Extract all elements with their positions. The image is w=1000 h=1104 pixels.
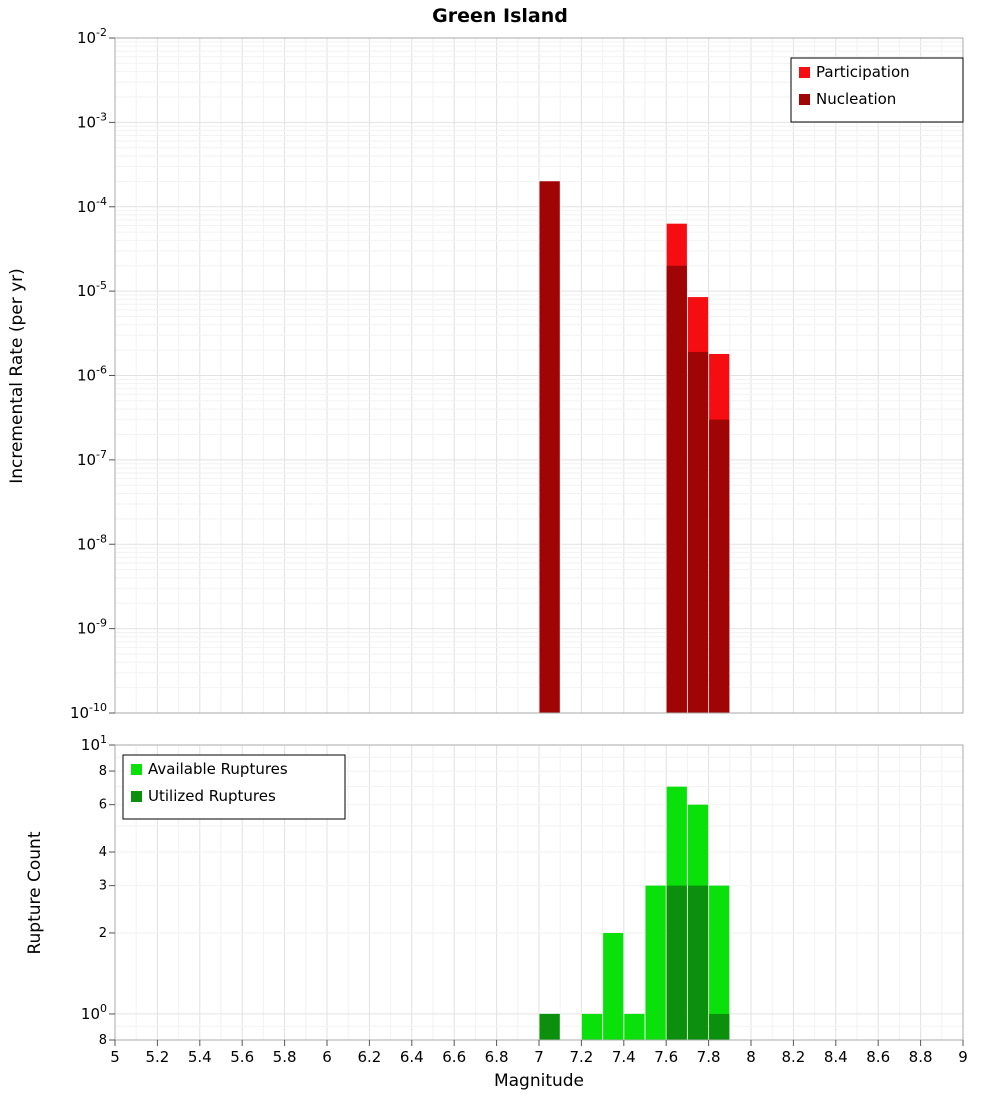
legends: Participation Nucleation Available Rupture…	[122, 57, 964, 820]
legend-label: Available Ruptures	[148, 760, 288, 778]
legend-label: Nucleation	[816, 90, 896, 108]
legend-swatch-participation	[799, 67, 810, 78]
y-axis-label-bottom: Rupture Count	[25, 831, 45, 954]
legend-box	[790, 57, 964, 123]
y-tick-label: 3	[99, 879, 107, 894]
legend-box	[122, 754, 346, 820]
x-tick-label: 6	[322, 1048, 332, 1066]
x-axis-label: Magnitude	[494, 1071, 584, 1091]
legend-swatch-utilized-ruptures	[131, 791, 142, 802]
x-tick-label: 5	[110, 1048, 120, 1066]
x-tick-label: 6.2	[357, 1048, 381, 1066]
x-tick-label: 8.6	[866, 1048, 890, 1066]
bar-available-ruptures	[709, 885, 730, 1040]
y-tick-label: 10-6	[77, 364, 107, 385]
y-tick-label: 10-4	[77, 195, 107, 216]
y-tick-label: 10-8	[77, 532, 107, 553]
y-axis-label-top: Incremental Rate (per yr)	[7, 268, 27, 484]
bar-available-ruptures	[603, 932, 624, 1040]
y-tick-label: 8	[99, 1033, 107, 1048]
x-tick-label: 5.4	[188, 1048, 212, 1066]
top-panel-axis: 10-2 10-3 10-4 10-5 10-6 10-7 10-8 10-9 10-10	[70, 26, 964, 722]
x-tick-label: 8.2	[781, 1048, 805, 1066]
bottom-panel-bars	[539, 786, 730, 1040]
bar-utilized-ruptures	[666, 885, 687, 1040]
y-tick-label: 8	[99, 764, 107, 779]
y-tick-label: 6	[99, 798, 107, 813]
y-tick-label: 101	[81, 733, 107, 754]
legend-swatch-available-ruptures	[131, 764, 142, 775]
bar-nucleation	[687, 351, 709, 713]
x-tick-label: 8.4	[824, 1048, 848, 1066]
x-tick-label: 7.4	[612, 1048, 636, 1066]
bar-available-ruptures	[645, 885, 666, 1040]
top-panel-gridlines	[114, 37, 964, 714]
x-tick-label: 9	[958, 1048, 968, 1066]
bar-available-ruptures	[581, 1013, 603, 1040]
x-tick-label: 6.6	[442, 1048, 466, 1066]
bar-nucleation	[666, 265, 687, 713]
x-tick-label: 6.8	[485, 1048, 509, 1066]
x-tick-label: 8.8	[909, 1048, 933, 1066]
x-tick-label: 6.4	[400, 1048, 424, 1066]
y-tick-label: 2	[99, 926, 107, 941]
top-panel-bars	[539, 181, 730, 714]
x-tick-label: 5.6	[230, 1048, 254, 1066]
y-tick-label: 100	[81, 1002, 107, 1023]
x-tick-label: 7.6	[654, 1048, 678, 1066]
chart-title: Green Island	[432, 5, 568, 27]
x-tick-label: 7	[534, 1048, 544, 1066]
bar-nucleation	[709, 419, 730, 713]
y-tick-label: 10-10	[70, 701, 107, 722]
x-tick-label: 8	[746, 1048, 756, 1066]
bar-nucleation	[539, 181, 560, 714]
y-tick-label: 4	[99, 845, 107, 860]
legend-swatch-nucleation	[799, 94, 810, 105]
x-tick-label: 7.8	[697, 1048, 721, 1066]
x-tick-label: 5.2	[145, 1048, 169, 1066]
bar-available-ruptures	[624, 1013, 645, 1040]
y-tick-label: 10-5	[77, 279, 107, 300]
x-tick-label: 5.8	[273, 1048, 297, 1066]
bar-utilized-ruptures	[539, 1013, 560, 1040]
y-tick-label: 10-7	[77, 448, 107, 469]
y-tick-label: 10-2	[77, 26, 107, 47]
y-tick-label: 10-3	[77, 110, 107, 131]
bar-utilized-ruptures	[687, 885, 709, 1040]
bar-utilized-ruptures	[709, 1013, 730, 1040]
y-tick-label: 10-9	[77, 617, 107, 638]
legend-label: Utilized Ruptures	[148, 787, 276, 805]
legend-label: Participation	[816, 63, 910, 81]
x-tick-label: 7.2	[569, 1048, 593, 1066]
